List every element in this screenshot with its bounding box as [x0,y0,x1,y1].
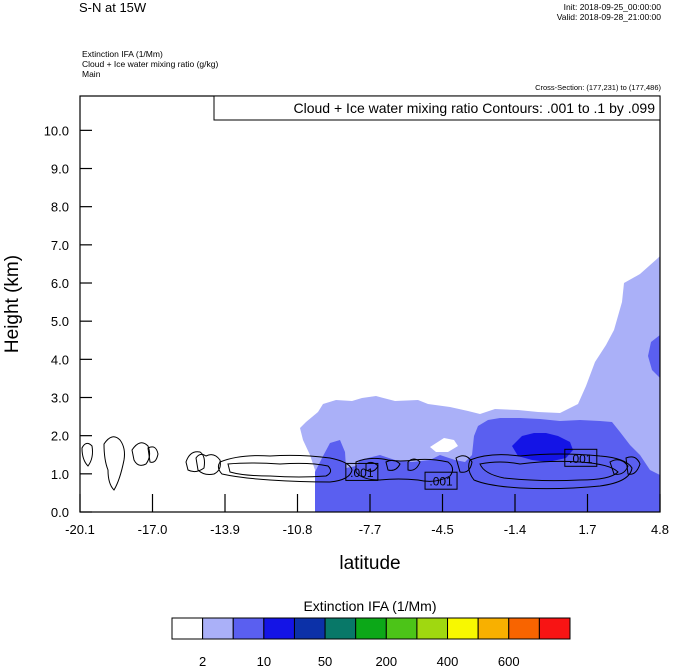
y-tick-label: 10.0 [44,123,69,138]
colorbar-swatch [477,617,510,640]
colorbar-swatch [232,617,265,640]
x-tick-label: -20.1 [65,522,95,537]
contour-label-box [564,448,598,467]
contour-line [625,456,641,475]
y-axis: 0.0 1.0 2.0 3.0 4.0 5.0 6.0 7.0 8.0 9.0 10.0 [44,123,92,520]
cross-section-info: Cross-Section: (177,231) to (177,486) [535,83,661,92]
y-tick-label: 8.0 [51,200,69,215]
white-gap-small [622,343,632,356]
contour-line [609,459,629,475]
contour-line [81,442,93,467]
x-axis: -20.1 -17.0 -13.9 -10.8 -7.7 -4.5 -1.4 1.7 4.8 [65,494,669,537]
colorbar-swatch [538,617,571,640]
y-tick-label: 1.0 [51,467,69,482]
valid-time: Valid: 2018-09-28_21:00:00 [556,12,661,22]
colorbar-swatch [171,617,204,640]
shade-level-50-100 [512,433,573,462]
colorbar-label: 400 [437,654,459,668]
colorbar-swatch [447,617,479,640]
field-name-mixing-ratio: Cloud + Ice water mixing ratio (g/kg) [82,59,219,69]
y-tick-label: 2.0 [51,429,69,444]
colorbar-swatch [324,617,357,640]
contour-line [147,446,159,463]
colorbar-swatch [263,617,295,640]
contour-line [479,460,619,482]
colorbar-swatch [355,617,387,640]
x-tick-label: 1.7 [578,522,596,537]
y-tick-label: 0.0 [51,505,69,520]
contour-label-box [345,462,379,481]
init-time: Init: 2018-09-25_00:00:00 [563,2,661,12]
colorbar [171,617,571,640]
contour-line [455,455,473,473]
y-axis-title: Height (km) [2,255,23,353]
contour-line [227,462,332,478]
contour-info-text: Cloud + Ice water mixing ratio Contours:… [294,100,656,116]
colorbar-label: 200 [375,654,397,668]
contour-label: .001 [350,466,374,480]
contour-label: .001 [429,475,453,489]
shade-level-10-50-right [648,335,660,378]
x-tick-label: -4.5 [431,522,453,537]
field-name-main: Main [82,69,101,79]
x-tick-label: -10.8 [283,522,313,537]
contour-line [407,458,421,471]
colorbar-labels: 2 10 50 200 400 600 [199,654,520,668]
colorbar-label: 50 [318,654,332,668]
y-tick-label: 5.0 [51,314,69,329]
plot-title: S-N at 15W [79,0,147,15]
contour-label-box [424,471,458,490]
colorbar-swatch [202,617,234,640]
contour-line [195,453,221,475]
colorbar-swatch [508,617,540,640]
colorbar-swatch [293,617,326,640]
contour-labels: .001 .001 .001 [345,448,598,490]
colorbar-title: Extinction IFA (1/Mm) [303,598,436,614]
field-name-extinction: Extinction IFA (1/Mm) [82,49,163,59]
x-tick-label: -1.4 [504,522,526,537]
x-axis-title: latitude [339,553,400,574]
x-tick-label: -17.0 [138,522,168,537]
contour-line [103,436,125,491]
contour-label: .001 [569,452,593,466]
x-tick-label: -13.9 [210,522,240,537]
x-tick-label: 4.8 [651,522,669,537]
white-gap [430,438,458,452]
contour-info-box: Cloud + Ice water mixing ratio Contours:… [213,95,661,121]
y-tick-label: 6.0 [51,276,69,291]
y-tick-label: 3.0 [51,391,69,406]
extinction-shading [300,256,660,512]
contour-line [185,451,205,473]
contour-line [468,453,633,490]
colorbar-label: 600 [498,654,520,668]
colorbar-swatch [385,617,418,640]
colorbar-label: 10 [257,654,271,668]
contour-line [131,442,151,466]
x-tick-label: -7.7 [359,522,381,537]
y-tick-label: 9.0 [51,162,69,177]
y-tick-label: 4.0 [51,352,69,367]
colorbar-label: 2 [199,654,206,668]
y-tick-label: 7.0 [51,238,69,253]
shade-level-50-100-bottom [530,480,630,512]
contour-line [385,459,401,471]
colorbar-swatch [416,617,449,640]
